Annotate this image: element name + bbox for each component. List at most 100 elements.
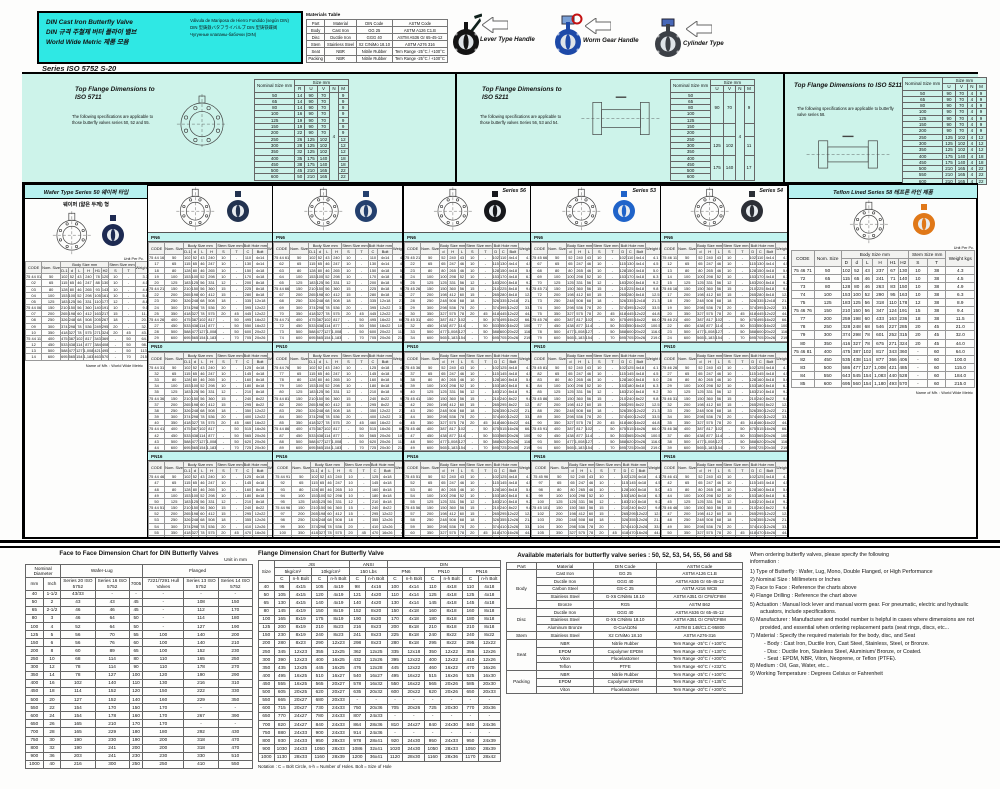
ordering-subitem: - Body : Cast Iron, Ductile Iron, Cast S…: [764, 641, 930, 648]
ordering-item: 5) Actuation : Manual lock lever and man…: [750, 601, 969, 616]
dimension-row: 77 200 259 198 60 433 163 236 18 38 11.5: [790, 314, 976, 324]
material-row: Stem Stainless Steel X2 CrNiMo 18.10 ASTM A…: [506, 631, 743, 641]
materials-row: Packing NBR Nitrile Rubber Tem Range -25°C …: [305, 54, 449, 63]
dimension-row: 73 80 128 80 46 263 83 150 10 38 4.9: [790, 282, 976, 292]
tf-col-header: M: [743, 85, 755, 93]
ordering-intro2: information :: [750, 559, 780, 566]
materials-row: Disc Ductile Iron GGG 40 ASTM A536 Gr 65-45…: [305, 33, 449, 42]
dimension-row: 5535041832778575204547016x2644.8: [148, 528, 272, 536]
ordering-item: 9) Working Temperature : Degrees Celsius…: [750, 671, 883, 678]
dimension-row: 77 450 438 877 114-50 533 550 16x22 100.5: [531, 322, 660, 330]
face-chart-row: 80 3 46 64 50-114 180: [25, 613, 254, 624]
dimension-table: CODE Nom. Size Body Size mm Stem Size mm Bol…: [661, 241, 787, 342]
tf-nominal-header: Nominal Size mm: [669, 79, 712, 93]
pn-class-label: PN16: [661, 451, 787, 461]
face-chart-row: 400 16 102 140 110 130 216 310: [25, 678, 254, 688]
dimension-row: 75 45 86 150 150 360 56 15-210 240 8x22 9.8: [531, 394, 660, 402]
dimension-row: 82 65 65 247 46 10-115 145 4x18 4.5: [531, 369, 660, 378]
material-row: Teflon PTFE Tem Range -60°C / +232°C: [507, 662, 743, 672]
series-column-flanged55: Flanged Type Series 55 플랜지 타입PN6CODENom.…: [272, 185, 402, 537]
series-column-title: Flanged Short Type 플랜지 달린 짧은 형태: [531, 185, 660, 186]
tf3-note: The following specifications are applica…: [797, 106, 894, 117]
dimension-row: 90 350 327 575 78 20 45 418 460 16x22 44.8: [531, 419, 660, 427]
ordering-intro: When ordering butterfly valves, please s…: [750, 552, 889, 558]
available-materials-title: Available materials for butterfly valve …: [517, 552, 732, 559]
series-column-title: Wafer Type Series 50 웨이퍼 타입: [25, 185, 147, 199]
dimension-row: 8535041832778575204546016x2244.8: [273, 419, 402, 427]
face-chart-row: 1000 40 216 300 250 250 410 550: [25, 759, 254, 770]
tf3-row: 125 90 70 4 9: [901, 114, 987, 123]
face-to-face-chart: Face to Face Dimension Chart for DIN But…: [24, 550, 254, 770]
flange-chart-table: Size JIS ANSI DIN 5kg/cm² 10kg/cm² 150 Lbs PN6 P…: [258, 559, 502, 762]
dimension-row: 75 44 101400475387102817-5052516x3066.0: [273, 534, 402, 537]
tf1-row: 125 19 90 70 9: [253, 116, 349, 125]
material-row: Packing NBR Nitrile Rubber Tem Range -25°C …: [506, 670, 743, 695]
pn-class-label: PN10: [531, 341, 660, 352]
face-chart-unit: Unit in mm: [224, 558, 247, 563]
series-column-title: Flanged Type Series 55 플랜지 타입: [273, 185, 402, 186]
face-chart-row: 900 36 203 241 230 230 330 510: [25, 751, 254, 761]
tf1-row: 600 50 210 165 22: [253, 173, 349, 181]
face-chart-row: 650 26 165 210 170 170- -: [25, 719, 254, 729]
dimension-row: 75 125 183 125 56 318 110 178 12 38 8.9: [790, 298, 976, 308]
tf2-row: 300: [669, 141, 755, 150]
ordering-item: 3) Face to Face : Reference the charts a…: [750, 585, 857, 592]
tf-col-header: N: [735, 85, 745, 93]
tf2-note: The following specifications are applica…: [480, 114, 562, 125]
dimension-table: CODE Nom. Size Body Size mm Stem Size mm Bol…: [404, 460, 530, 537]
dimension-row: 4035041832778575204546016x2244.8: [148, 419, 272, 427]
flange-chart-row: 200 280 8x23 290 12x23 298 8x23 280 8x18 295 8x22 2…: [258, 638, 502, 649]
material-row: Viton Fluoelastomer Tem Range -20°C / +200…: [507, 654, 743, 664]
face-chart-row: 550 22 154 170 150 170- -: [25, 703, 254, 713]
face-chart-row: 100 4 52 64 50-127 190: [25, 622, 254, 632]
dimension-row: 83 80 80 265 46 10-128 160 8x18 5.0: [531, 376, 660, 384]
valve-drawing: Series 53: [531, 186, 660, 232]
materials-table-title: Materials Table: [306, 13, 341, 18]
dimension-row: 75 45 76 400 387 817 102-50 475 495 16x22 66.0: [531, 315, 660, 324]
dimension-row: 75 45 106400387817102-5047552516x3066.0: [531, 534, 660, 537]
material-row: Stainless Steel G-X6 CrNiMo 18.10 ASTM A35…: [507, 592, 743, 602]
pn-class-label: PN10: [404, 341, 530, 352]
pn-class-label: PN6: [404, 232, 530, 242]
tf-col-header: R: [294, 85, 306, 93]
tf3-row: 500 210 165 4 22: [901, 165, 987, 173]
dimension-row: 10035041832778575204547016x2644.8: [273, 528, 402, 536]
tf2-row: 200: [669, 129, 755, 137]
face-chart-row: 65 2-1/2 46 46 45-112 170: [25, 605, 254, 615]
tf1-row: 450 38 175 140 18: [253, 160, 349, 169]
dimension-row: 79 300 374 298 78 601 252 315 20 45 32.0: [790, 330, 976, 340]
title-kr: DIN 규격 주철제 버터 플라이 밸브: [46, 28, 137, 36]
